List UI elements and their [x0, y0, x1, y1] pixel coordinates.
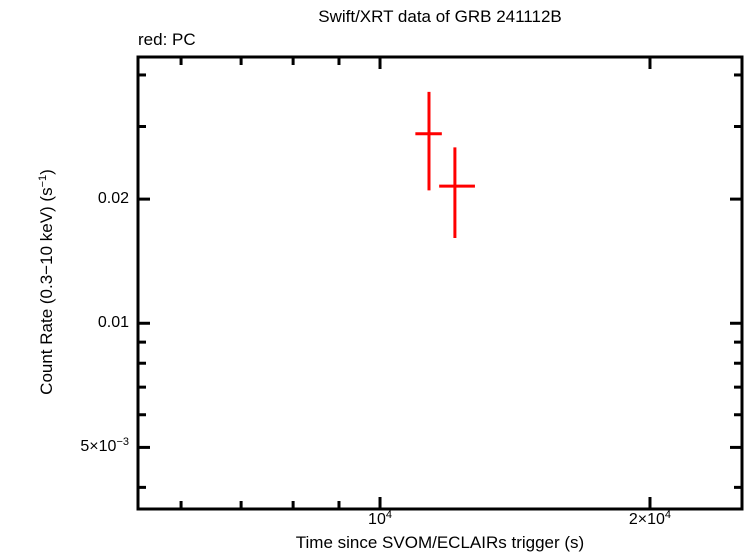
- y-tick-label: 5×10−3: [80, 436, 129, 456]
- chart-title: Swift/XRT data of GRB 241112B: [318, 7, 562, 26]
- x-tick-label: 104: [368, 509, 392, 528]
- data-point: [439, 147, 475, 238]
- mode-annotation: red: PC: [138, 30, 196, 49]
- plot-frame: [136, 55, 744, 511]
- y-tick-label: 0.01: [97, 314, 129, 332]
- data-point: [415, 91, 442, 191]
- x-tick-label: 2×104: [628, 509, 672, 528]
- y-tick-label: 0.02: [97, 190, 129, 208]
- y-axis-label: Count Rate (0.3−10 keV) (s−1): [37, 169, 56, 395]
- data-series-pc: [415, 91, 475, 238]
- x-axis-label: Time since SVOM/ECLAIRs trigger (s): [295, 533, 585, 552]
